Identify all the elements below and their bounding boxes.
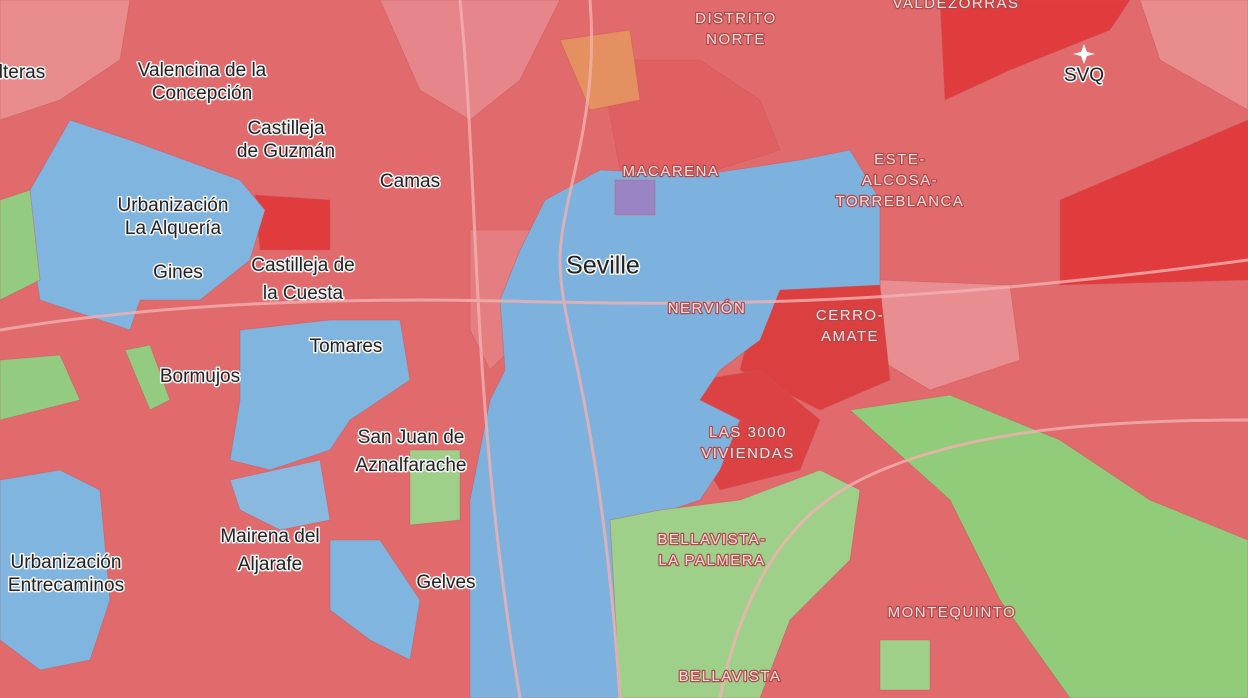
region [1059,119,1248,286]
road [718,418,1248,698]
place-label: Camas [380,171,440,192]
region [849,394,1248,698]
district-label: MACARENA [622,163,719,180]
district-label: ALCOSA- [862,172,938,189]
region [0,189,41,301]
region [29,119,266,331]
place-label: Aljarafe [238,554,302,575]
district-label: LAS 3000 [709,424,787,441]
region [469,149,881,698]
region [0,354,81,421]
place-label: Mairena del [220,526,319,547]
region [939,0,1131,101]
district-label: VALDEZORRAS [892,0,1019,12]
district-label: AMATE [821,328,879,345]
region [379,0,561,121]
region [559,29,641,111]
region [329,539,421,661]
airport-icon [1073,44,1095,64]
place-label: lteras [0,62,45,83]
district-label: BELLAVISTA [679,668,782,685]
place-label: Concepción [152,83,252,104]
district-label: DISTRITO [695,10,777,27]
place-label: Bormujos [160,366,240,387]
place-label: Aznalfarache [356,455,467,476]
place-label: Gines [153,262,203,283]
place-label: de Guzmán [237,141,335,162]
place-label: SVQ [1064,65,1104,86]
place-label: Castilleja de [251,255,355,276]
region [599,59,781,176]
region [879,639,931,691]
district-label: TORREBLANCA [836,193,965,210]
place-label: Gelves [416,572,475,593]
place-label: Castilleja [247,118,325,139]
district-label: LA PALMERA [658,552,765,569]
place-label: Urbanización [118,195,229,216]
place-label: Entrecaminos [8,575,124,596]
district-label: MONTEQUINTO [888,604,1017,621]
place-label: San Juan de [358,427,465,448]
district-label: NERVIÓN [668,300,747,317]
region [614,179,656,216]
river [558,0,622,698]
place-label: Urbanización [11,552,122,573]
region [0,469,111,671]
district-label: BELLAVISTA- [657,531,766,548]
place-label: Valencina de la [138,60,267,81]
district-label: CERRO- [816,307,884,324]
district-label: VIVIENDAS [701,445,795,462]
place-label: La Alquería [125,218,222,239]
district-label: ESTE- [874,151,926,168]
region [409,449,461,526]
district-label: NORTE [706,31,766,48]
road [458,0,522,698]
place-label: Tomares [310,336,383,357]
region [124,344,171,411]
region [0,0,131,121]
region [254,194,331,251]
region [229,319,411,471]
place-label: Seville [566,252,640,280]
place-label: la Cuesta [263,283,344,304]
region [1139,0,1248,111]
region [229,459,331,531]
